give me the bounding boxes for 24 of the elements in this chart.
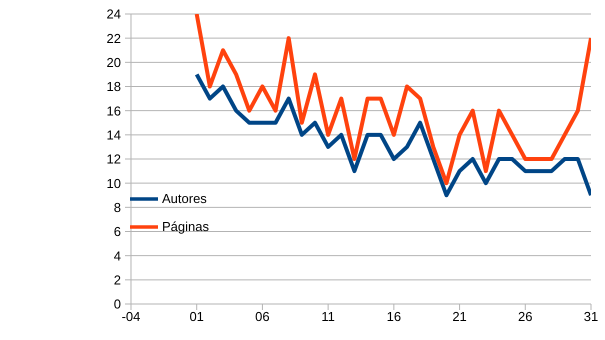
y-tick-label: 0 — [114, 296, 121, 312]
line-series — [194, 14, 591, 186]
x-tick-label: 11 — [321, 309, 335, 324]
x-tick-label: 31 — [584, 309, 598, 324]
x-tick-label: -04 — [122, 309, 140, 324]
x-tick-label: 01 — [189, 309, 204, 324]
y-tick-label: 8 — [114, 200, 121, 215]
y-tick-label: 10 — [106, 176, 121, 191]
y-tick-label: 4 — [114, 248, 121, 264]
x-tick-label: 26 — [518, 309, 533, 324]
x-tick-label: 16 — [386, 309, 402, 324]
x-tick-label: 21 — [452, 309, 467, 324]
y-tick-label: 20 — [106, 54, 121, 70]
x-tick-label: 06 — [255, 309, 270, 324]
legend-label: Páginas — [162, 219, 209, 234]
y-tick-label: 14 — [106, 127, 121, 142]
legend-label: Autores — [162, 191, 207, 206]
y-tick-label: 6 — [114, 224, 121, 240]
y-tick-label: 12 — [106, 152, 121, 167]
y-tick-label: 2 — [114, 272, 121, 288]
y-tick-label: 18 — [106, 79, 121, 94]
y-tick-label: 22 — [106, 30, 121, 46]
y-tick-label: 16 — [106, 103, 121, 118]
y-tick-label: 24 — [106, 6, 121, 22]
